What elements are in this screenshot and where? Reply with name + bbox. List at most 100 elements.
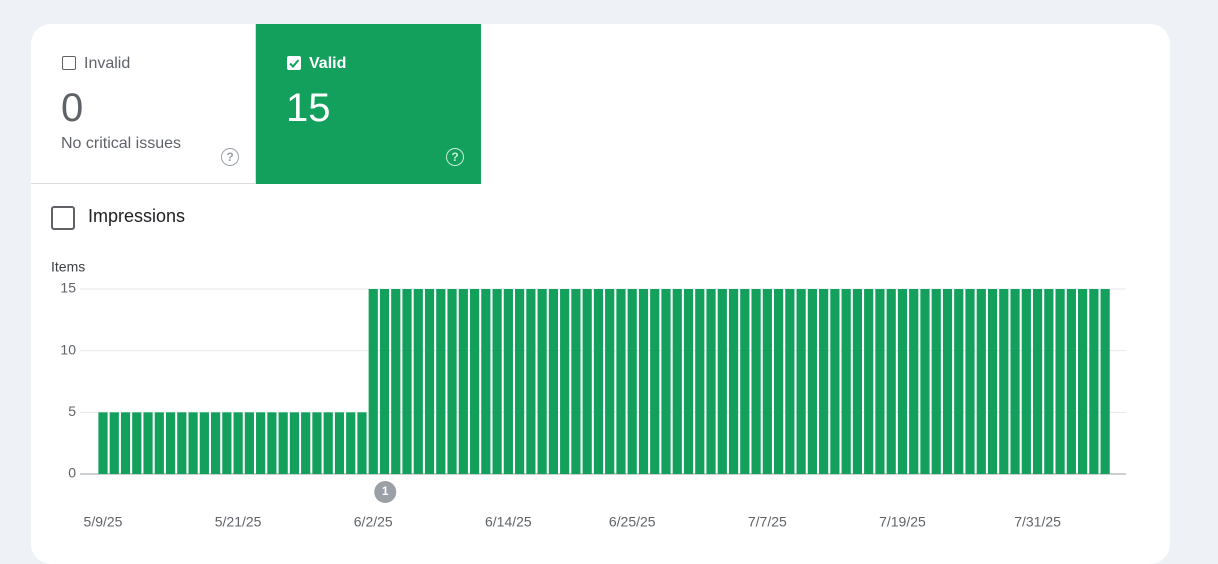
- bar: [447, 289, 457, 474]
- bar: [605, 289, 615, 474]
- bar: [1078, 289, 1088, 474]
- bar: [233, 412, 243, 474]
- x-tick-label: 6/14/25: [485, 514, 532, 530]
- bar: [1010, 289, 1020, 474]
- bar: [199, 412, 209, 474]
- help-icon[interactable]: ?: [221, 148, 239, 166]
- bar: [785, 289, 795, 474]
- bar: [886, 289, 896, 474]
- bar: [391, 289, 401, 474]
- bar: [492, 289, 502, 474]
- bar: [909, 289, 919, 474]
- bar: [346, 412, 356, 474]
- bar: [515, 289, 525, 474]
- bar: [132, 412, 142, 474]
- bar: [379, 289, 390, 474]
- bar: [999, 289, 1009, 474]
- bar: [120, 412, 131, 474]
- bar: [503, 289, 513, 474]
- bar: [154, 412, 164, 474]
- bar: [695, 289, 705, 474]
- bar: [1055, 289, 1065, 474]
- bar: [841, 289, 851, 474]
- bar: [740, 289, 750, 474]
- y-tick-label: 5: [68, 403, 76, 419]
- impressions-checkbox[interactable]: [51, 206, 75, 230]
- x-tick-label: 7/31/25: [1014, 514, 1061, 530]
- chart: Items 0 5 10 15 5/9/25 5/21/25 6/2/25 6/14/25 6/…: [51, 259, 1126, 530]
- bar: [965, 289, 975, 474]
- bar: [728, 289, 739, 474]
- bar: [931, 289, 941, 474]
- bar: [278, 412, 288, 474]
- bar: [774, 289, 784, 474]
- bar: [954, 289, 964, 474]
- bar: [323, 412, 333, 474]
- bar: [875, 289, 885, 474]
- bar: [1021, 289, 1031, 474]
- annotation-marker: [374, 481, 397, 503]
- bar: [560, 289, 570, 474]
- y-tick-label: 10: [60, 341, 76, 357]
- bar: [706, 289, 716, 474]
- bar: [413, 289, 423, 474]
- bar: [267, 412, 277, 474]
- bar: [852, 289, 863, 474]
- bar: [481, 289, 491, 474]
- tile-description: No critical issues: [61, 135, 182, 152]
- bar: [1066, 289, 1076, 474]
- page: Invalid 0 No critical issues ? Valid 15 …: [31, 24, 1170, 564]
- bar: [1089, 289, 1099, 474]
- y-axis-label: Items: [51, 259, 85, 275]
- bar: [864, 289, 874, 474]
- bar: [1100, 289, 1110, 474]
- bar: [458, 289, 468, 474]
- bar: [661, 289, 671, 474]
- tile-label: Invalid: [84, 55, 131, 72]
- bar: [211, 412, 221, 474]
- help-icon[interactable]: ?: [446, 148, 464, 166]
- bar: [526, 289, 536, 474]
- bar: [976, 289, 986, 474]
- checkbox[interactable]: [62, 56, 76, 70]
- bar: [650, 289, 660, 474]
- x-tick-label: 7/19/25: [879, 514, 926, 530]
- bar: [143, 412, 153, 474]
- bar: [312, 412, 322, 474]
- tile-value: 0: [61, 86, 84, 130]
- bar: [548, 289, 558, 474]
- bar: [571, 289, 581, 474]
- x-tick-label: 5/9/25: [84, 514, 123, 530]
- bar: [830, 289, 840, 474]
- annotation-label: 1: [382, 484, 389, 498]
- bar: [256, 412, 266, 474]
- bar: [582, 289, 592, 474]
- bar: [436, 289, 446, 474]
- bar: [165, 412, 176, 474]
- tile-value: 15: [286, 86, 331, 130]
- bar: [638, 289, 649, 474]
- x-tick-label: 6/25/25: [609, 514, 656, 530]
- bar: [942, 289, 953, 474]
- check-mark: [289, 59, 300, 68]
- x-tick-label: 7/7/25: [748, 514, 787, 530]
- bar: [762, 289, 772, 474]
- bar: [672, 289, 682, 474]
- valid-tile[interactable]: Valid 15 ?: [256, 24, 481, 184]
- bar: [244, 412, 254, 474]
- bar: [188, 412, 198, 474]
- bar: [98, 412, 108, 474]
- bar: [819, 289, 829, 474]
- bar: [717, 289, 727, 474]
- y-tick-label: 15: [60, 280, 76, 296]
- invalid-tile[interactable]: Invalid 0 No critical issues ?: [31, 24, 256, 184]
- checkbox[interactable]: [287, 56, 301, 70]
- bar: [537, 289, 547, 474]
- bar: [751, 289, 761, 474]
- bar: [593, 289, 604, 474]
- bar: [807, 289, 817, 474]
- bar: [469, 289, 480, 474]
- bar: [109, 412, 119, 474]
- bar: [796, 289, 806, 474]
- bar: [357, 412, 367, 474]
